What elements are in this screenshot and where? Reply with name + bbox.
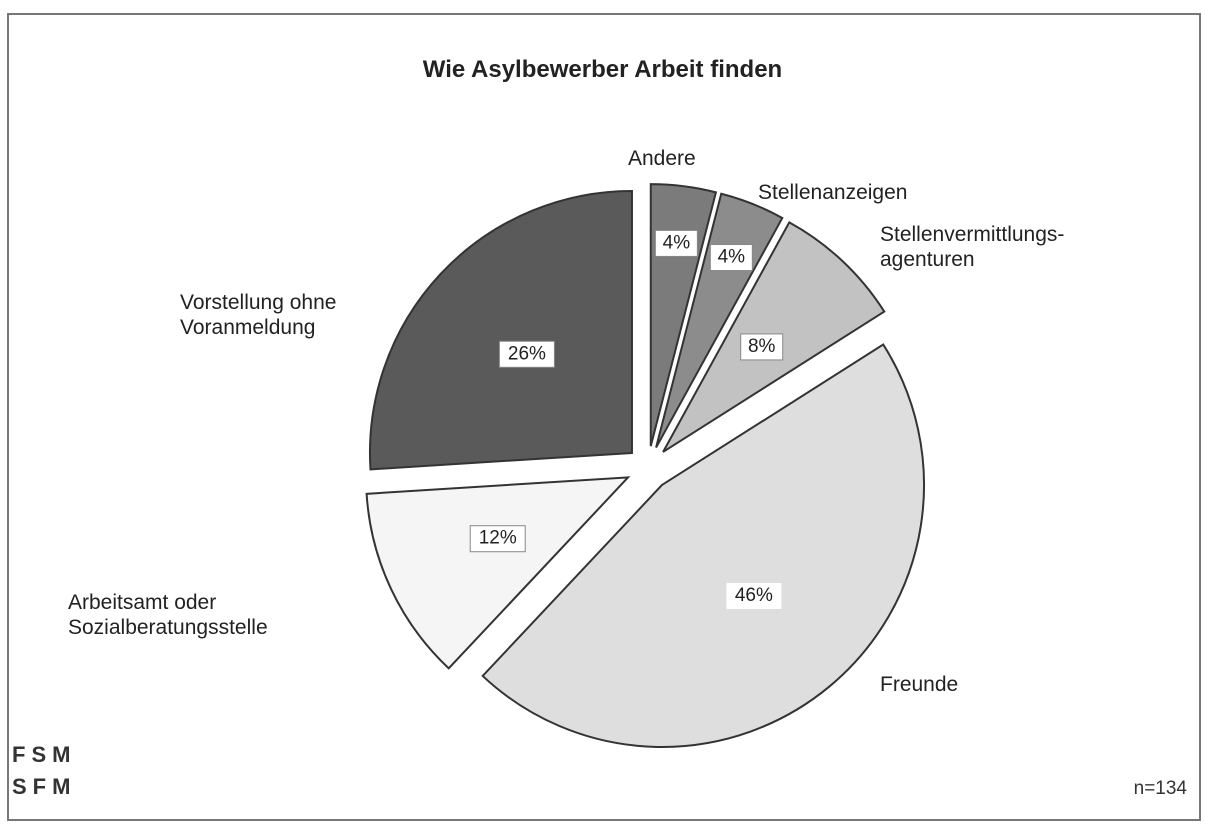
chart-title: Wie Asylbewerber Arbeit finden: [422, 56, 783, 83]
label-box: [726, 582, 782, 609]
data-label: 4%: [718, 247, 746, 268]
category-label: Arbeitsamt oder Sozialberatungsstelle: [68, 591, 268, 639]
label-box: [498, 340, 555, 368]
category-label: Andere: [628, 147, 696, 170]
category-label: Stellenanzeigen: [758, 181, 908, 204]
label-box: [469, 525, 526, 553]
label-box: [654, 229, 698, 257]
label-box: [740, 333, 784, 361]
data-label: 12%: [479, 528, 517, 549]
pie-slice: [368, 189, 633, 471]
category-label: Stellenvermittlungs- agenturen: [880, 223, 1065, 271]
category-label: Freunde: [880, 673, 959, 696]
frame: [7, 13, 1201, 821]
data-label: 8%: [748, 336, 776, 357]
annotation: n=134: [1133, 778, 1187, 799]
data-label: 26%: [508, 343, 546, 364]
category-label: Vorstellung ohne Voranmeldung: [180, 291, 337, 339]
logo: FSM: [12, 742, 77, 767]
label-box: [709, 244, 753, 272]
pie-slice: [365, 476, 631, 670]
data-label: 46%: [735, 585, 773, 606]
logo: SFM: [12, 774, 77, 799]
data-label: 4%: [663, 232, 691, 253]
pie-slice: [481, 343, 926, 748]
